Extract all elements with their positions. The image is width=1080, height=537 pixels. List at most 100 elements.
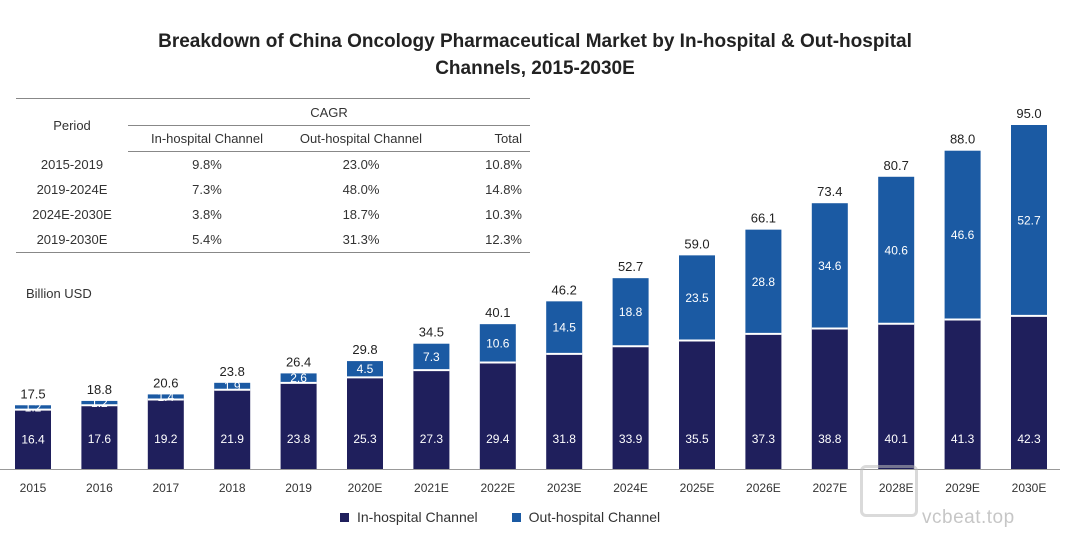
legend-swatch-in-hospital	[340, 512, 349, 522]
chart-title-line2: Channels, 2015-2030E	[435, 58, 635, 79]
total-cell: 10.3%	[485, 207, 522, 222]
data-label-out-hospital: 46.6	[951, 228, 975, 242]
data-label-total: 26.4	[286, 354, 311, 369]
data-label-out-hospital: 18.8	[619, 305, 643, 319]
legend-label-in-hospital: In-hospital Channel	[357, 509, 478, 525]
bar-in-hospital	[479, 362, 516, 469]
data-label-total: 88.0	[950, 132, 975, 147]
x-tick-label: 2025E	[680, 481, 715, 495]
x-tick-label: 2017	[152, 481, 179, 495]
bar-out-hospital	[679, 255, 715, 341]
data-label-total: 80.7	[884, 158, 909, 173]
bar-in-hospital	[546, 353, 583, 469]
x-tick-label: 2024E	[613, 481, 648, 495]
data-label-out-hospital: 1.9	[224, 379, 241, 393]
data-label-in-hospital: 29.4	[486, 432, 510, 446]
bar-out-hospital	[479, 324, 516, 363]
data-label-total: 73.4	[817, 184, 842, 199]
bar-out-hospital	[413, 343, 450, 371]
period-cell: 2019-2024E	[36, 182, 108, 197]
bar-out-hospital	[944, 150, 981, 320]
data-label-total: 17.5	[20, 386, 45, 401]
data-label-in-hospital: 31.8	[553, 432, 577, 446]
data-label-out-hospital: 10.6	[486, 336, 510, 350]
bar-in-hospital	[81, 405, 118, 469]
x-tick-label: 2019	[285, 481, 312, 495]
x-tick-label: 2027E	[812, 481, 847, 495]
data-label-total: 34.5	[419, 325, 444, 340]
out-cell: 18.7%	[342, 207, 380, 222]
x-tick-label: 2022E	[480, 481, 515, 495]
data-label-total: 20.6	[153, 375, 178, 390]
legend-item-out-hospital: Out-hospital Channel	[511, 509, 660, 525]
col-header-in: In-hospital Channel	[128, 125, 286, 152]
out-cell: 23.0%	[342, 157, 380, 172]
bar-in-hospital	[878, 323, 915, 469]
legend-swatch-out-hospital	[511, 512, 521, 522]
data-label-out-hospital: 52.7	[1017, 213, 1041, 227]
bar-in-hospital	[679, 340, 715, 469]
data-label-total: 46.2	[552, 282, 577, 297]
x-tick-label: 2023E	[547, 481, 582, 495]
data-label-in-hospital: 16.4	[21, 432, 45, 446]
data-label-in-hospital: 42.3	[1017, 432, 1041, 446]
bar-in-hospital	[147, 399, 184, 469]
in-cell: 9.8%	[192, 157, 222, 172]
chart-title: Breakdown of China Oncology Pharmaceutic…	[0, 28, 1070, 82]
bar-out-hospital	[811, 203, 848, 329]
data-label-out-hospital: 2.6	[290, 371, 307, 385]
cagr-header: CAGR	[128, 98, 530, 126]
data-label-out-hospital: 1.4	[157, 390, 174, 404]
data-label-total: 18.8	[87, 382, 112, 397]
data-label-total: 40.1	[485, 305, 510, 320]
data-label-in-hospital: 19.2	[154, 432, 178, 446]
bar-out-hospital	[280, 373, 317, 383]
data-label-in-hospital: 25.3	[353, 432, 377, 446]
col-header-total: Total	[436, 125, 530, 152]
total-cell: 12.3%	[436, 227, 530, 253]
data-label-total: 52.7	[618, 259, 643, 274]
bar-in-hospital	[944, 319, 981, 469]
legend-item-in-hospital: In-hospital Channel	[340, 509, 478, 525]
data-label-out-hospital: 28.8	[752, 275, 776, 289]
data-label-in-hospital: 21.9	[221, 432, 245, 446]
bar-in-hospital	[745, 333, 782, 469]
table-row: 2019-2030E 5.4% 31.3% 12.3%	[16, 227, 530, 253]
bar-out-hospital	[214, 382, 251, 390]
bar-out-hospital	[546, 301, 583, 354]
bar-in-hospital	[15, 409, 51, 469]
bar-out-hospital	[1011, 125, 1047, 316]
in-cell: 3.8%	[192, 207, 222, 222]
bar-out-hospital	[15, 405, 51, 410]
period-header: Period	[16, 98, 128, 152]
data-label-in-hospital: 38.8	[818, 432, 842, 446]
data-label-out-hospital: 1.2	[25, 400, 42, 414]
bar-out-hospital	[612, 278, 649, 347]
x-tick-label: 2029E	[945, 481, 980, 495]
table-row: 2019-2024E 7.3% 48.0% 14.8%	[16, 177, 530, 202]
x-tick-label: 2028E	[879, 481, 914, 495]
bar-out-hospital	[878, 176, 915, 324]
watermark-logo-icon	[860, 465, 918, 517]
period-cell: 2024E-2030E	[32, 207, 112, 222]
x-tick-label: 2015	[20, 481, 47, 495]
data-label-in-hospital: 35.5	[685, 432, 709, 446]
data-label-in-hospital: 23.8	[287, 432, 311, 446]
out-cell: 31.3%	[286, 227, 436, 253]
data-label-total: 23.8	[220, 364, 245, 379]
unit-label: Billion USD	[26, 286, 92, 301]
data-label-total: 95.0	[1016, 106, 1041, 121]
data-label-in-hospital: 41.3	[951, 432, 975, 446]
data-label-total: 66.1	[751, 211, 776, 226]
bar-in-hospital	[214, 389, 251, 469]
cagr-table: Period CAGR In-hospital Channel Out-hosp…	[16, 98, 530, 253]
legend: In-hospital Channel Out-hospital Channel	[340, 509, 660, 525]
col-header-out: Out-hospital Channel	[286, 125, 436, 152]
total-cell: 10.8%	[485, 157, 522, 172]
bar-out-hospital	[745, 229, 782, 334]
bar-in-hospital	[413, 370, 450, 469]
data-label-out-hospital: 4.5	[357, 362, 374, 376]
total-cell: 14.8%	[485, 182, 522, 197]
watermark: vcbeat.top	[858, 463, 1076, 533]
data-label-in-hospital: 27.3	[420, 432, 444, 446]
